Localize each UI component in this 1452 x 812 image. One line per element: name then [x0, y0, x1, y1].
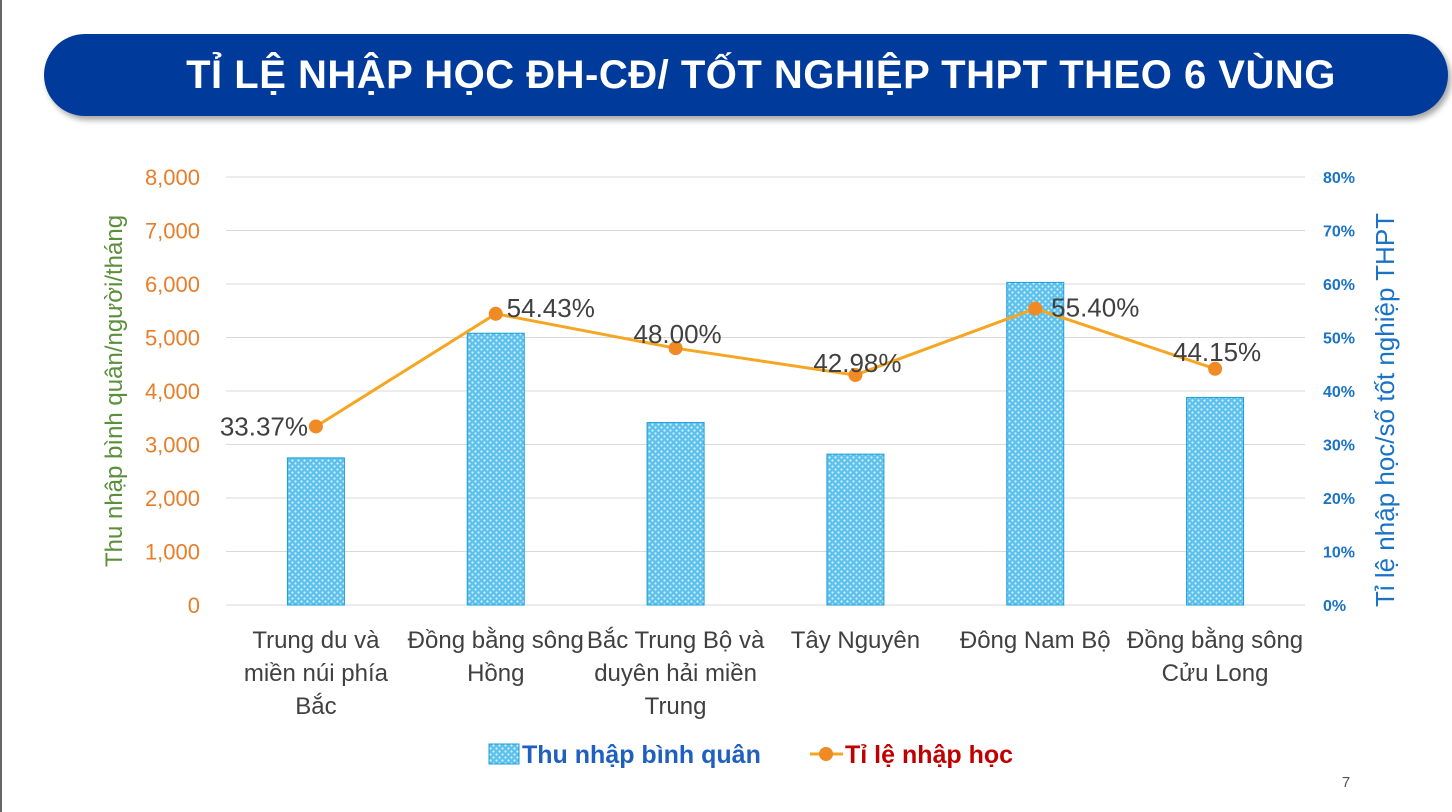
- right-axis-title: Tỉ lệ nhập học/số tốt nghiệp THPT: [1370, 213, 1400, 607]
- bar: [646, 422, 705, 606]
- x-axis-category-label: Đồng bằng sông: [408, 627, 584, 654]
- line-marker: [1028, 301, 1043, 316]
- x-axis-category-label: Đồng bằng sông: [1127, 627, 1303, 654]
- page-title: TỈ LỆ NHẬP HỌC ĐH-CĐ/ TỐT NGHIỆP THPT TH…: [186, 53, 1336, 97]
- bar: [466, 332, 525, 606]
- x-axis-category-label: Cửu Long: [1162, 660, 1269, 687]
- left-axis-tick-label: 2,000: [145, 486, 200, 511]
- right-axis-tick-label: 50%: [1323, 331, 1355, 348]
- title-banner: TỈ LỆ NHẬP HỌC ĐH-CĐ/ TỐT NGHIỆP THPT TH…: [44, 34, 1448, 116]
- x-axis-category-label: Tây Nguyên: [791, 627, 920, 654]
- data-label: 33.37%: [220, 411, 308, 441]
- right-axis-tick-label: 60%: [1323, 277, 1355, 294]
- legend: Thu nhập bình quân Tỉ lệ nhập học: [488, 741, 1013, 769]
- data-label: 44.15%: [1173, 337, 1261, 367]
- data-label: 55.40%: [1051, 293, 1139, 323]
- x-axis-category-label: Đông Nam Bộ: [960, 627, 1111, 654]
- x-axis-category-label: Bắc Trung Bộ và: [587, 627, 765, 654]
- left-axis-tick-label: 3,000: [145, 433, 200, 458]
- data-label: 42.98%: [813, 348, 901, 378]
- x-axis-category-label: miền núi phía: [244, 660, 389, 687]
- right-axis-tick-label: 10%: [1323, 545, 1355, 562]
- left-axis-tick-label: 5,000: [145, 326, 200, 351]
- line-marker: [668, 341, 683, 356]
- right-axis-tick-label: 0%: [1323, 598, 1346, 615]
- right-axis-tick-label: 80%: [1323, 170, 1355, 187]
- data-label: 48.00%: [633, 319, 721, 349]
- right-axis-tick-label: 20%: [1323, 491, 1355, 508]
- left-edge-rule: [0, 0, 2, 812]
- left-axis-tick-label: 0: [188, 593, 200, 618]
- page-number: 7: [1341, 774, 1351, 791]
- line-marker: [308, 419, 323, 434]
- line-series: 33.37% 54.43% 48.00% 42.98% 55.40% 44.15%: [220, 293, 1261, 442]
- left-axis-tick-label: 1,000: [145, 540, 200, 565]
- right-axis-tick-label: 30%: [1323, 438, 1355, 455]
- left-axis-tick-label: 6,000: [145, 272, 200, 297]
- axes: 0 0% 1,000 10% 2,000 20% 3,000 30% 4,000 40% 5,000…: [101, 165, 1400, 720]
- line-marker: [848, 368, 863, 383]
- x-axis-category-label: duyên hải miền: [594, 660, 757, 687]
- bar: [1186, 396, 1245, 606]
- bar: [286, 457, 345, 606]
- bar-series: [286, 281, 1245, 606]
- x-axis-category-label: Trung: [645, 693, 707, 720]
- line-marker: [488, 306, 503, 321]
- bar: [826, 453, 885, 606]
- right-axis-tick-label: 70%: [1323, 224, 1355, 241]
- bar: [1006, 281, 1065, 606]
- legend-line-label: Tỉ lệ nhập học: [845, 741, 1013, 769]
- legend-bar-label: Thu nhập bình quân: [522, 741, 761, 769]
- gridlines: [226, 176, 1305, 606]
- left-axis-tick-label: 8,000: [145, 165, 200, 190]
- right-axis-tick-label: 40%: [1323, 384, 1355, 401]
- legend-bar-swatch: [488, 743, 520, 765]
- data-label: 54.43%: [507, 293, 595, 323]
- left-axis-tick-label: 7,000: [145, 219, 200, 244]
- x-axis-category-label: Hồng: [467, 660, 524, 687]
- x-axis-category-label: Bắc: [295, 693, 336, 720]
- x-axis-category-label: Trung du và: [252, 627, 380, 654]
- line-marker: [1208, 361, 1223, 376]
- legend-line-marker: [819, 747, 833, 761]
- left-axis-title: Thu nhập bình quân/người/tháng: [101, 215, 128, 567]
- left-axis-tick-label: 4,000: [145, 379, 200, 404]
- line-path: [315, 307, 1216, 428]
